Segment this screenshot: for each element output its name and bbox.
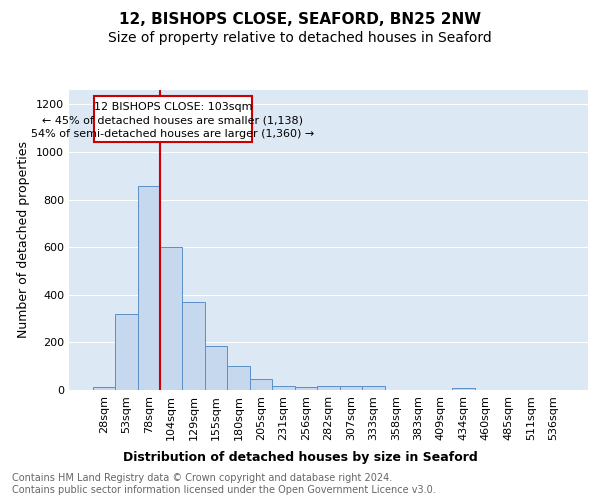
- Text: ← 45% of detached houses are smaller (1,138): ← 45% of detached houses are smaller (1,…: [43, 116, 304, 126]
- Bar: [115, 314, 137, 390]
- Text: 12, BISHOPS CLOSE, SEAFORD, BN25 2NW: 12, BISHOPS CLOSE, SEAFORD, BN25 2NW: [119, 12, 481, 28]
- Bar: [452, 388, 475, 390]
- Text: Contains HM Land Registry data © Crown copyright and database right 2024.
Contai: Contains HM Land Registry data © Crown c…: [12, 474, 436, 495]
- Bar: [160, 247, 182, 390]
- Bar: [250, 380, 272, 390]
- Bar: [92, 387, 115, 390]
- Bar: [182, 302, 205, 390]
- Bar: [317, 386, 340, 390]
- Bar: [272, 386, 295, 390]
- Text: Size of property relative to detached houses in Seaford: Size of property relative to detached ho…: [108, 31, 492, 45]
- Bar: [227, 366, 250, 390]
- Text: 12 BISHOPS CLOSE: 103sqm: 12 BISHOPS CLOSE: 103sqm: [94, 102, 252, 112]
- Bar: [137, 186, 160, 390]
- Bar: [362, 386, 385, 390]
- Bar: [295, 386, 317, 390]
- Text: 54% of semi-detached houses are larger (1,360) →: 54% of semi-detached houses are larger (…: [31, 128, 314, 138]
- Bar: [340, 386, 362, 390]
- Text: Distribution of detached houses by size in Seaford: Distribution of detached houses by size …: [122, 451, 478, 464]
- Bar: [205, 346, 227, 390]
- Bar: [94, 96, 252, 142]
- Y-axis label: Number of detached properties: Number of detached properties: [17, 142, 31, 338]
